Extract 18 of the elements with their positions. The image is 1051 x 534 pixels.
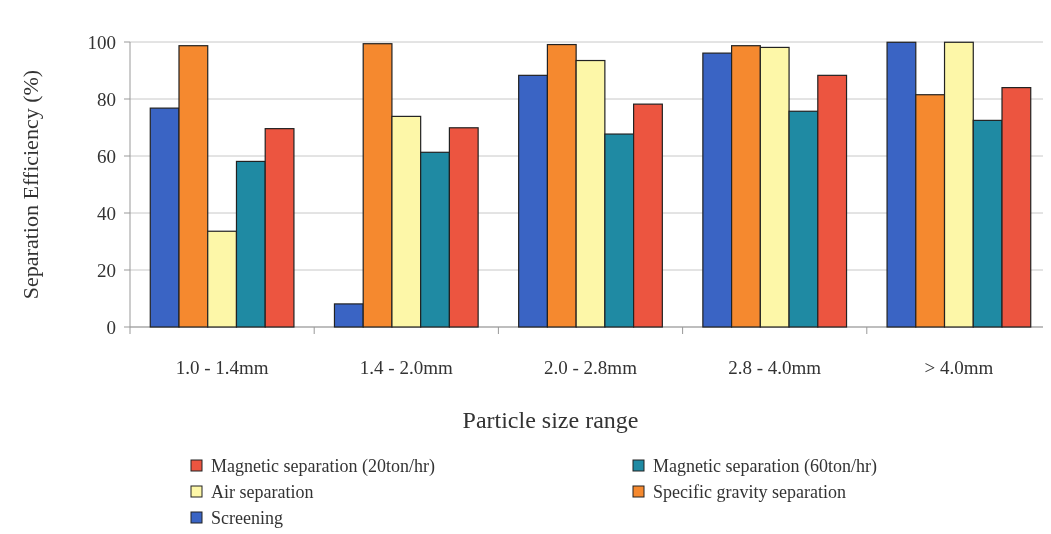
y-tick-label: 0 [106, 316, 116, 338]
x-axis-title: Particle size range [462, 407, 639, 433]
legend-label: Air separation [211, 482, 314, 503]
y-tick-label: 80 [97, 88, 116, 110]
x-tick-label: 2.0 - 2.8mm [544, 357, 638, 378]
x-tick-label: 1.0 - 1.4mm [175, 357, 269, 378]
y-tick-label: 20 [97, 259, 116, 281]
legend-label: Magnetic separation (20ton/hr) [211, 456, 435, 478]
x-tick-label: 2.8 - 4.0mm [728, 357, 822, 378]
y-tick-label: 40 [97, 202, 116, 224]
legend-label: Specific gravity separation [653, 482, 846, 503]
y-axis-title: Separation Efficiency (%) [18, 69, 43, 300]
x-tick-label: > 4.0mm [924, 357, 994, 378]
legend-label: Magnetic separation (60ton/hr) [653, 456, 877, 478]
x-tick-label: 1.4 - 2.0mm [359, 357, 453, 378]
y-tick-label: 60 [97, 145, 116, 167]
legend-label: Screening [211, 508, 283, 529]
y-tick-label: 100 [87, 31, 116, 53]
